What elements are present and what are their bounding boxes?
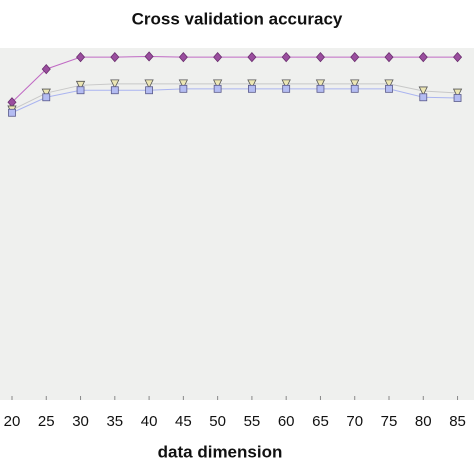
chart-title: Cross validation accuracy [132, 9, 343, 28]
point [419, 93, 428, 102]
point [384, 79, 394, 89]
point [453, 52, 463, 63]
x-tick-label: 65 [312, 413, 329, 430]
point [247, 52, 257, 63]
point [350, 79, 360, 89]
x-tick-label: 70 [346, 413, 363, 430]
point [179, 84, 188, 93]
point [42, 93, 51, 102]
point [212, 79, 223, 89]
x-tick-label: 85 [449, 413, 466, 430]
x-tick-label: 60 [278, 413, 295, 430]
point [315, 79, 326, 89]
point [418, 86, 428, 96]
point [452, 88, 463, 98]
point [247, 79, 257, 89]
point [144, 79, 154, 89]
point [418, 52, 428, 63]
plot-background [0, 48, 474, 400]
series-line [11, 55, 458, 103]
point [178, 79, 189, 89]
point [385, 84, 393, 93]
point [75, 80, 86, 91]
x-axis-label: data dimension [158, 442, 283, 461]
point [178, 52, 188, 63]
x-tick-label: 40 [141, 413, 158, 430]
x-tick-label: 30 [72, 413, 89, 430]
point [110, 79, 120, 89]
point [145, 86, 153, 95]
x-tick-label: 25 [38, 413, 55, 430]
point [281, 79, 291, 89]
point [350, 84, 359, 93]
point [213, 52, 223, 63]
x-tick-label: 80 [415, 413, 432, 430]
point [144, 51, 154, 62]
x-tick-label: 75 [381, 413, 398, 430]
point [110, 52, 120, 63]
point [41, 64, 51, 75]
point [76, 52, 86, 63]
point [384, 52, 394, 63]
x-tick-label: 45 [175, 413, 192, 430]
point [110, 86, 119, 95]
series-line [11, 83, 458, 111]
x-tick-label: 20 [4, 413, 21, 430]
x-tick-label: 50 [209, 413, 226, 430]
point [316, 84, 325, 93]
x-tick-label: 35 [106, 413, 123, 430]
x-tick-label: 55 [244, 413, 261, 430]
point [8, 108, 16, 117]
point [248, 84, 256, 93]
point [41, 88, 51, 98]
point [281, 52, 291, 63]
point [213, 84, 222, 93]
point [315, 52, 325, 63]
point [282, 84, 291, 93]
point [76, 86, 85, 95]
point [350, 52, 360, 63]
series-line [11, 88, 458, 114]
point [453, 94, 462, 102]
